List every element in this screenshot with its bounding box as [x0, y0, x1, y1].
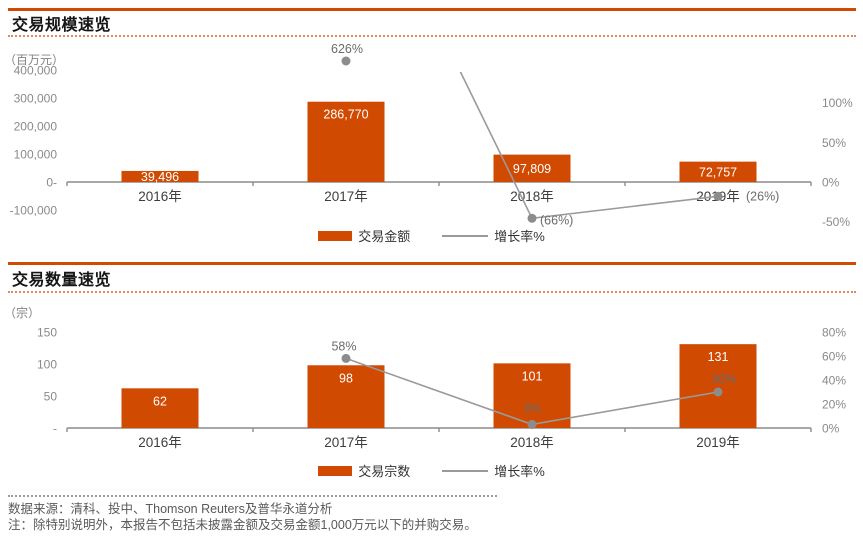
left-axis-tick-label: 50 — [44, 390, 58, 404]
bar-value-label: 39,496 — [141, 170, 179, 184]
bar-2016年 — [121, 388, 199, 428]
left-axis-tick-label: 0- — [46, 176, 57, 190]
growth-marker-2019年 — [713, 191, 723, 201]
left-axis-tick-label: - — [53, 422, 57, 436]
legend-line-swatch — [442, 234, 489, 237]
chart1-legend: 交易金额 增长率% — [0, 226, 863, 245]
growth-marker-2017年 — [341, 353, 351, 363]
category-label: 2017年 — [324, 189, 368, 204]
bar-value-label: 62 — [153, 394, 167, 408]
right-axis-tick-label: 20% — [822, 398, 846, 412]
legend-line-swatch — [442, 469, 489, 472]
legend-bar-label: 交易宗数 — [358, 464, 411, 479]
growth-marker-2018年 — [527, 213, 537, 223]
chart1-title: 交易规模速览 — [12, 17, 112, 34]
growth-rate-line — [345, 357, 719, 426]
legend-bar-label: 交易金额 — [358, 229, 411, 244]
exclusion-note: 注：除特别说明外，本报告不包括未披露金额及交易金额1,000万元以下的并购交易。 — [8, 518, 477, 532]
left-axis-tick-label: 100,000 — [14, 148, 58, 162]
bar-value-label: 72,757 — [699, 165, 737, 179]
legend-line-label: 增长率% — [494, 229, 545, 244]
left-axis-tick-label: 150 — [37, 326, 57, 340]
category-label: 2017年 — [324, 435, 368, 450]
right-axis-tick-label: 60% — [822, 350, 846, 364]
bar-value-label: 131 — [708, 350, 729, 364]
category-label: 2018年 — [510, 189, 554, 204]
growth-value-label: 30% — [711, 372, 736, 386]
bar-value-label: 98 — [339, 371, 353, 385]
category-label: 2019年 — [696, 435, 740, 450]
category-label: 2016年 — [138, 189, 182, 204]
legend-bar-swatch — [318, 465, 353, 476]
chart2-title: 交易数量速览 — [12, 272, 112, 289]
growth-marker-2019年 — [713, 387, 723, 397]
data-source-note: 数据来源：清科、投中、Thomson Reuters及普华永道分析 — [8, 502, 333, 516]
chart1-title-underline — [8, 35, 856, 37]
legend-line-label: 增长率% — [494, 464, 545, 479]
right-axis-tick-label: 50% — [822, 136, 846, 150]
bar-2017年 — [307, 101, 385, 182]
bar-2018年 — [493, 154, 571, 182]
right-axis-tick-label: 80% — [822, 326, 846, 340]
right-axis-tick-label: 40% — [822, 374, 846, 388]
legend-bar-swatch — [318, 230, 353, 241]
bar-value-label: 286,770 — [323, 108, 368, 122]
growth-marker-2017年 — [341, 56, 351, 66]
bar-2019年 — [679, 344, 757, 428]
growth-marker-2018年 — [527, 419, 537, 429]
growth-value-label: 3% — [523, 401, 541, 415]
bar-2016年 — [121, 170, 199, 182]
left-axis-tick-label: 200,000 — [14, 120, 58, 134]
growth-value-label: 58% — [331, 339, 356, 353]
footer-divider — [8, 495, 497, 497]
chart2-title-underline — [8, 291, 856, 293]
left-axis-tick-label: 100 — [37, 358, 57, 372]
right-axis-tick-label: 100% — [822, 96, 853, 110]
bar-2018年 — [493, 363, 571, 428]
left-axis-tick-label: 300,000 — [14, 92, 58, 106]
bar-2017年 — [307, 365, 385, 428]
left-axis-tick-label: -100,000 — [10, 204, 58, 218]
chart2-legend: 交易宗数 增长率% — [0, 461, 863, 480]
category-label: 2016年 — [138, 435, 182, 450]
chart2-unit-label: （宗） — [4, 306, 41, 320]
bar-value-label: 97,809 — [513, 162, 551, 176]
category-label: 2018年 — [510, 435, 554, 450]
section2-top-rule — [8, 262, 856, 265]
growth-value-label: (26%) — [746, 189, 779, 203]
bar-2019年 — [679, 161, 757, 182]
category-label: 2019年 — [696, 189, 740, 204]
bar-value-label: 101 — [522, 369, 543, 383]
growth-rate-line — [459, 72, 719, 220]
chart1-unit-label: （百万元） — [4, 53, 65, 67]
right-axis-tick-label: 0% — [822, 176, 840, 190]
growth-value-label: 626% — [331, 42, 363, 56]
right-axis-tick-label: 0% — [822, 422, 840, 436]
section1-top-rule — [8, 8, 856, 11]
